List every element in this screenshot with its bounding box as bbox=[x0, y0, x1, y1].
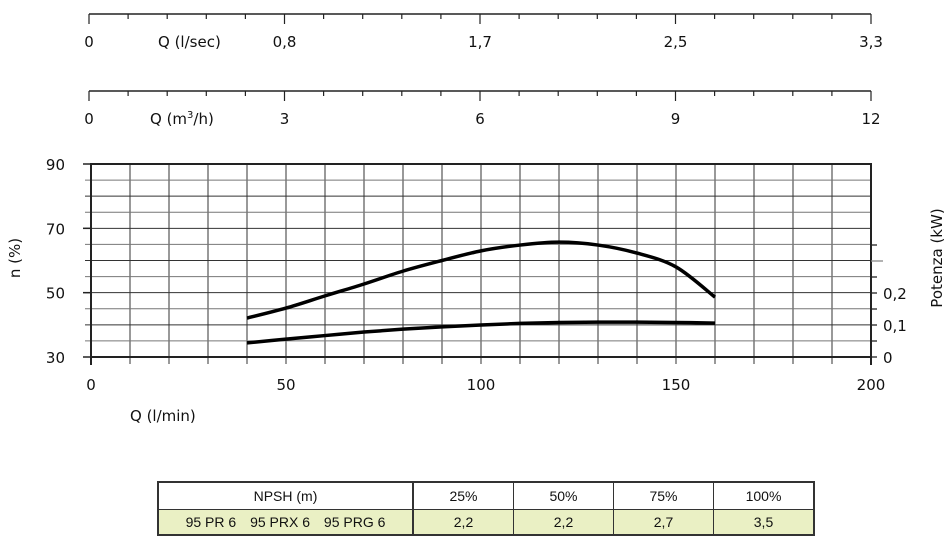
y2-axis-label: Potenza (kW) bbox=[928, 208, 946, 307]
npsh-table: NPSH (m) 25% 50% 75% 100% 95 PR 6 95 PRX… bbox=[157, 481, 815, 536]
npsh-value: 2,2 bbox=[412, 509, 514, 536]
npsh-col-75: 75% bbox=[613, 481, 714, 510]
top-axis-tick-label: 9 bbox=[671, 110, 681, 128]
top-axis-label: Q (m3/h) bbox=[150, 110, 214, 128]
npsh-col-100: 100% bbox=[713, 481, 815, 510]
y-tick-label: 90 bbox=[46, 156, 65, 174]
top-axis-label: Q (l/sec) bbox=[158, 33, 221, 51]
top-axis-tick-label: 6 bbox=[475, 110, 485, 128]
npsh-value: 3,5 bbox=[713, 509, 815, 536]
model-name: 95 PRX 6 bbox=[250, 514, 311, 530]
power-curve bbox=[246, 320, 716, 345]
model-name: 95 PR 6 bbox=[185, 514, 237, 530]
npsh-value: 2,2 bbox=[513, 509, 614, 536]
top-axis-tick-label: 3,3 bbox=[859, 33, 883, 51]
x-tick-label: 0 bbox=[86, 376, 96, 394]
npsh-col-25: 25% bbox=[412, 481, 514, 510]
pump-performance-chart: 0 0,8 1,7 2,5 3,3 Q (l/sec) 0 3 6 9 12 Q (m3/h) 0 0,1… bbox=[6, 13, 946, 425]
top-axis-tick-label: 2,5 bbox=[664, 33, 688, 51]
y2-tick-label: 0,1 bbox=[883, 317, 907, 335]
x-tick-label: 100 bbox=[467, 376, 496, 394]
x-tick-label: 50 bbox=[276, 376, 295, 394]
x-tick-label: 200 bbox=[857, 376, 886, 394]
top-axis-tick-label: 1,7 bbox=[468, 33, 492, 51]
npsh-models: 95 PR 6 95 PRX 6 95 PRG 6 bbox=[157, 509, 414, 536]
x-axis-label: Q (l/min) bbox=[130, 407, 196, 425]
top-axis-tick-label: 0 bbox=[84, 110, 94, 128]
top-axis-tick-label: 12 bbox=[861, 110, 880, 128]
top-axis-tick-label: 0,8 bbox=[273, 33, 297, 51]
y-tick-label: 50 bbox=[46, 285, 65, 303]
top-axis-tick-label: 3 bbox=[280, 110, 290, 128]
y2-tick-label: 0 bbox=[883, 349, 893, 367]
y-axis-label: n (%) bbox=[6, 238, 24, 278]
npsh-col-50: 50% bbox=[513, 481, 614, 510]
model-name: 95 PRG 6 bbox=[323, 514, 386, 530]
npsh-value: 2,7 bbox=[613, 509, 714, 536]
x-tick-label: 150 bbox=[662, 376, 691, 394]
npsh-header: NPSH (m) bbox=[157, 481, 414, 510]
top-axis-tick-label: 0 bbox=[84, 33, 94, 51]
y-tick-label: 70 bbox=[46, 220, 65, 238]
y2-tick-label: 0,2 bbox=[883, 285, 907, 303]
y-tick-label: 30 bbox=[46, 349, 65, 367]
efficiency-curve bbox=[246, 240, 717, 320]
